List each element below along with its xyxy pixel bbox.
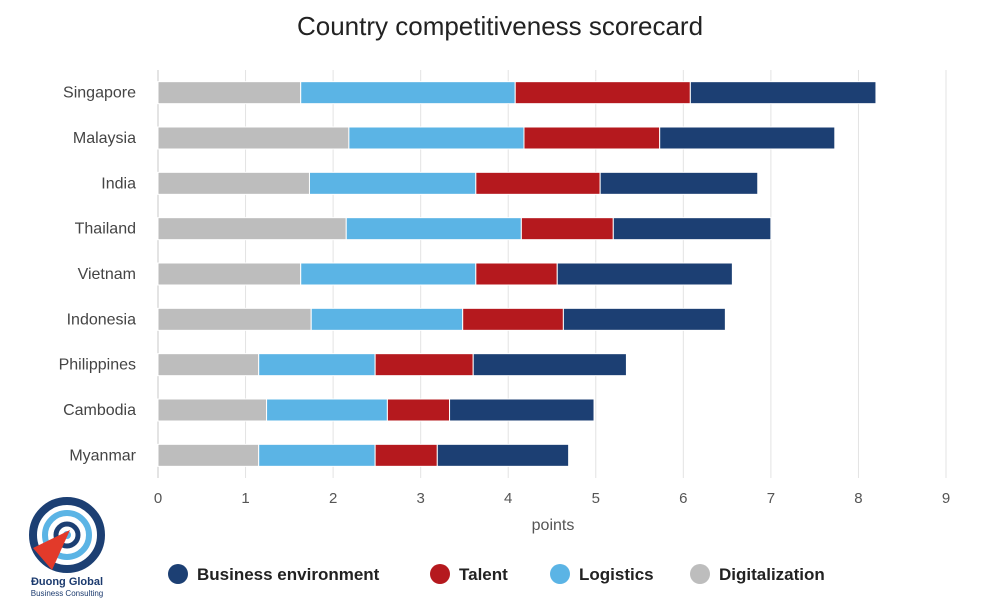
category-label: Indonesia xyxy=(67,311,136,328)
bar-segment xyxy=(308,171,477,195)
bar-segment xyxy=(475,262,558,286)
chart-title: Country competitiveness scorecard xyxy=(297,11,703,41)
legend-label: Digitalization xyxy=(719,565,825,584)
legend-marker xyxy=(690,564,710,584)
legend-marker xyxy=(168,564,188,584)
bar-segment xyxy=(562,307,726,331)
bar-segment xyxy=(157,353,260,377)
bar-segment xyxy=(157,81,302,105)
bar-segment xyxy=(689,81,877,105)
bar-segment xyxy=(157,307,312,331)
bar-segment xyxy=(475,171,601,195)
legend-marker xyxy=(430,564,450,584)
bar-segment xyxy=(157,398,268,422)
x-tick-label: 0 xyxy=(154,490,162,507)
category-label: Vietnam xyxy=(78,266,136,283)
x-tick-label: 5 xyxy=(592,490,600,507)
category-labels: Singapore Malaysia India Thailand Vietnam Ind… xyxy=(59,85,137,465)
bar-segment xyxy=(514,81,691,105)
bar-segment xyxy=(520,217,614,241)
x-tick-label: 3 xyxy=(416,490,424,507)
category-label: India xyxy=(101,175,136,192)
x-tick-label: 6 xyxy=(679,490,687,507)
bar-segment xyxy=(612,217,772,241)
bars xyxy=(157,81,877,467)
x-tick-label: 2 xyxy=(329,490,337,507)
bar-segment xyxy=(659,126,836,150)
category-label: Singapore xyxy=(63,85,136,102)
legend: Business environment Talent Logistics Digit… xyxy=(168,564,825,584)
x-tick-label: 4 xyxy=(504,490,512,507)
bar-segment xyxy=(157,217,347,241)
x-tick-label: 9 xyxy=(942,490,950,507)
bar-segment xyxy=(472,353,627,377)
bar-segment xyxy=(157,262,302,286)
bar-segment xyxy=(157,126,350,150)
bar-segment xyxy=(157,443,260,467)
bar-segment xyxy=(157,171,310,195)
x-tick-label: 8 xyxy=(854,490,862,507)
bar-segment xyxy=(266,398,388,422)
bar-segment xyxy=(345,217,522,241)
bar-segment xyxy=(374,443,438,467)
bar-segment xyxy=(374,353,474,377)
category-label: Philippines xyxy=(59,357,136,374)
bar-segment xyxy=(300,262,477,286)
legend-label: Logistics xyxy=(579,565,654,584)
bar-segment xyxy=(348,126,525,150)
logo: Đuong Global Business Consulting xyxy=(29,497,105,598)
bar-segment xyxy=(523,126,661,150)
bar-segment xyxy=(258,353,376,377)
x-tick-label: 1 xyxy=(241,490,249,507)
legend-label: Business environment xyxy=(197,565,380,584)
x-axis-title: points xyxy=(532,517,575,534)
legend-label: Talent xyxy=(459,565,508,584)
logo-name: Đuong Global xyxy=(31,576,103,588)
logo-target-icon xyxy=(29,497,105,573)
bar-segment xyxy=(258,443,376,467)
category-label: Cambodia xyxy=(63,402,136,419)
bar-segment xyxy=(300,81,516,105)
bar-segment xyxy=(436,443,570,467)
category-label: Thailand xyxy=(75,221,136,238)
bar-segment xyxy=(556,262,733,286)
legend-marker xyxy=(550,564,570,584)
logo-tagline: Business Consulting xyxy=(31,589,103,598)
bar-segment xyxy=(310,307,464,331)
x-tick-label: 7 xyxy=(767,490,775,507)
category-label: Myanmar xyxy=(69,447,136,464)
bar-segment xyxy=(462,307,564,331)
bar-segment xyxy=(449,398,595,422)
bar-segment xyxy=(599,171,759,195)
category-label: Malaysia xyxy=(73,130,136,147)
x-tick-labels: 0 1 2 3 4 5 6 7 8 9 xyxy=(154,490,950,507)
bar-segment xyxy=(386,398,451,422)
